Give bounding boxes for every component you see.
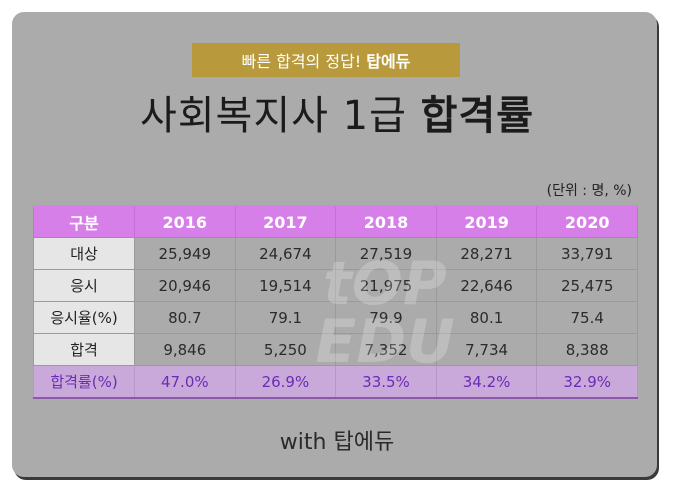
table-cell: 27,519 [335, 237, 437, 270]
table-cell: 25,949 [134, 237, 236, 270]
banner-text: 빠른 합격의 정답! [241, 52, 362, 71]
header-cell: 2017 [234, 205, 337, 238]
header-cell: 2019 [435, 205, 538, 238]
table-cell: 33.5% [335, 365, 437, 399]
table-cell: 22,646 [435, 269, 538, 302]
table-cell: 19,514 [234, 269, 337, 302]
table-row: 응시율(%) 80.7 79.1 79.9 80.1 75.4 [33, 301, 638, 334]
table-cell: 34.2% [435, 365, 538, 399]
footer-credit: with 탑에듀 [279, 430, 395, 455]
unit-note: (단위 : 명, %) [546, 183, 632, 199]
table-cell: 79.9 [335, 301, 437, 334]
pass-rate-row: 합격률(%) 47.0% 26.9% 33.5% 34.2% 32.9% [33, 365, 638, 399]
table-cell: 75.4 [536, 301, 638, 334]
table-cell: 7,734 [435, 333, 538, 366]
title-emphasis: 합격률 [420, 93, 535, 139]
header-cell: 2016 [134, 205, 236, 238]
row-label: 응시율(%) [33, 301, 135, 334]
table-row: 대상 25,949 24,674 27,519 28,271 33,791 [33, 237, 638, 270]
header-cell: 2018 [335, 205, 437, 238]
table-cell: 8,388 [536, 333, 638, 366]
row-label: 합격 [33, 333, 135, 366]
header-cell: 구분 [33, 205, 135, 238]
table-cell: 25,475 [536, 269, 638, 302]
pass-rate-table: 구분 2016 2017 2018 2019 2020 대상 25,949 24… [33, 205, 638, 399]
table-cell: 79.1 [234, 301, 337, 334]
table-row: 응시 20,946 19,514 21,975 22,646 25,475 [33, 269, 638, 302]
table-cell: 26.9% [234, 365, 337, 399]
row-label: 합격률(%) [33, 365, 135, 399]
table-header-row: 구분 2016 2017 2018 2019 2020 [33, 205, 638, 238]
table-cell: 5,250 [234, 333, 337, 366]
table-cell: 9,846 [134, 333, 236, 366]
table-cell: 80.1 [435, 301, 538, 334]
table-row: 합격 9,846 5,250 7,352 7,734 8,388 [33, 333, 638, 366]
row-label: 대상 [33, 237, 135, 270]
table-cell: 7,352 [335, 333, 437, 366]
header-cell: 2020 [536, 205, 638, 238]
row-label: 응시 [33, 269, 135, 302]
page-title: 사회복지사 1급 합격률 [0, 83, 674, 141]
table-cell: 20,946 [134, 269, 236, 302]
table-cell: 33,791 [536, 237, 638, 270]
promo-banner: 빠른 합격의 정답! 탑에듀 [192, 43, 460, 77]
table-cell: 28,271 [435, 237, 538, 270]
table-cell: 47.0% [134, 365, 236, 399]
title-main: 사회복지사 1급 [139, 93, 407, 139]
banner-brand: 탑에듀 [366, 52, 411, 71]
table-cell: 80.7 [134, 301, 236, 334]
table-cell: 21,975 [335, 269, 437, 302]
table-cell: 24,674 [234, 237, 337, 270]
table-cell: 32.9% [536, 365, 638, 399]
